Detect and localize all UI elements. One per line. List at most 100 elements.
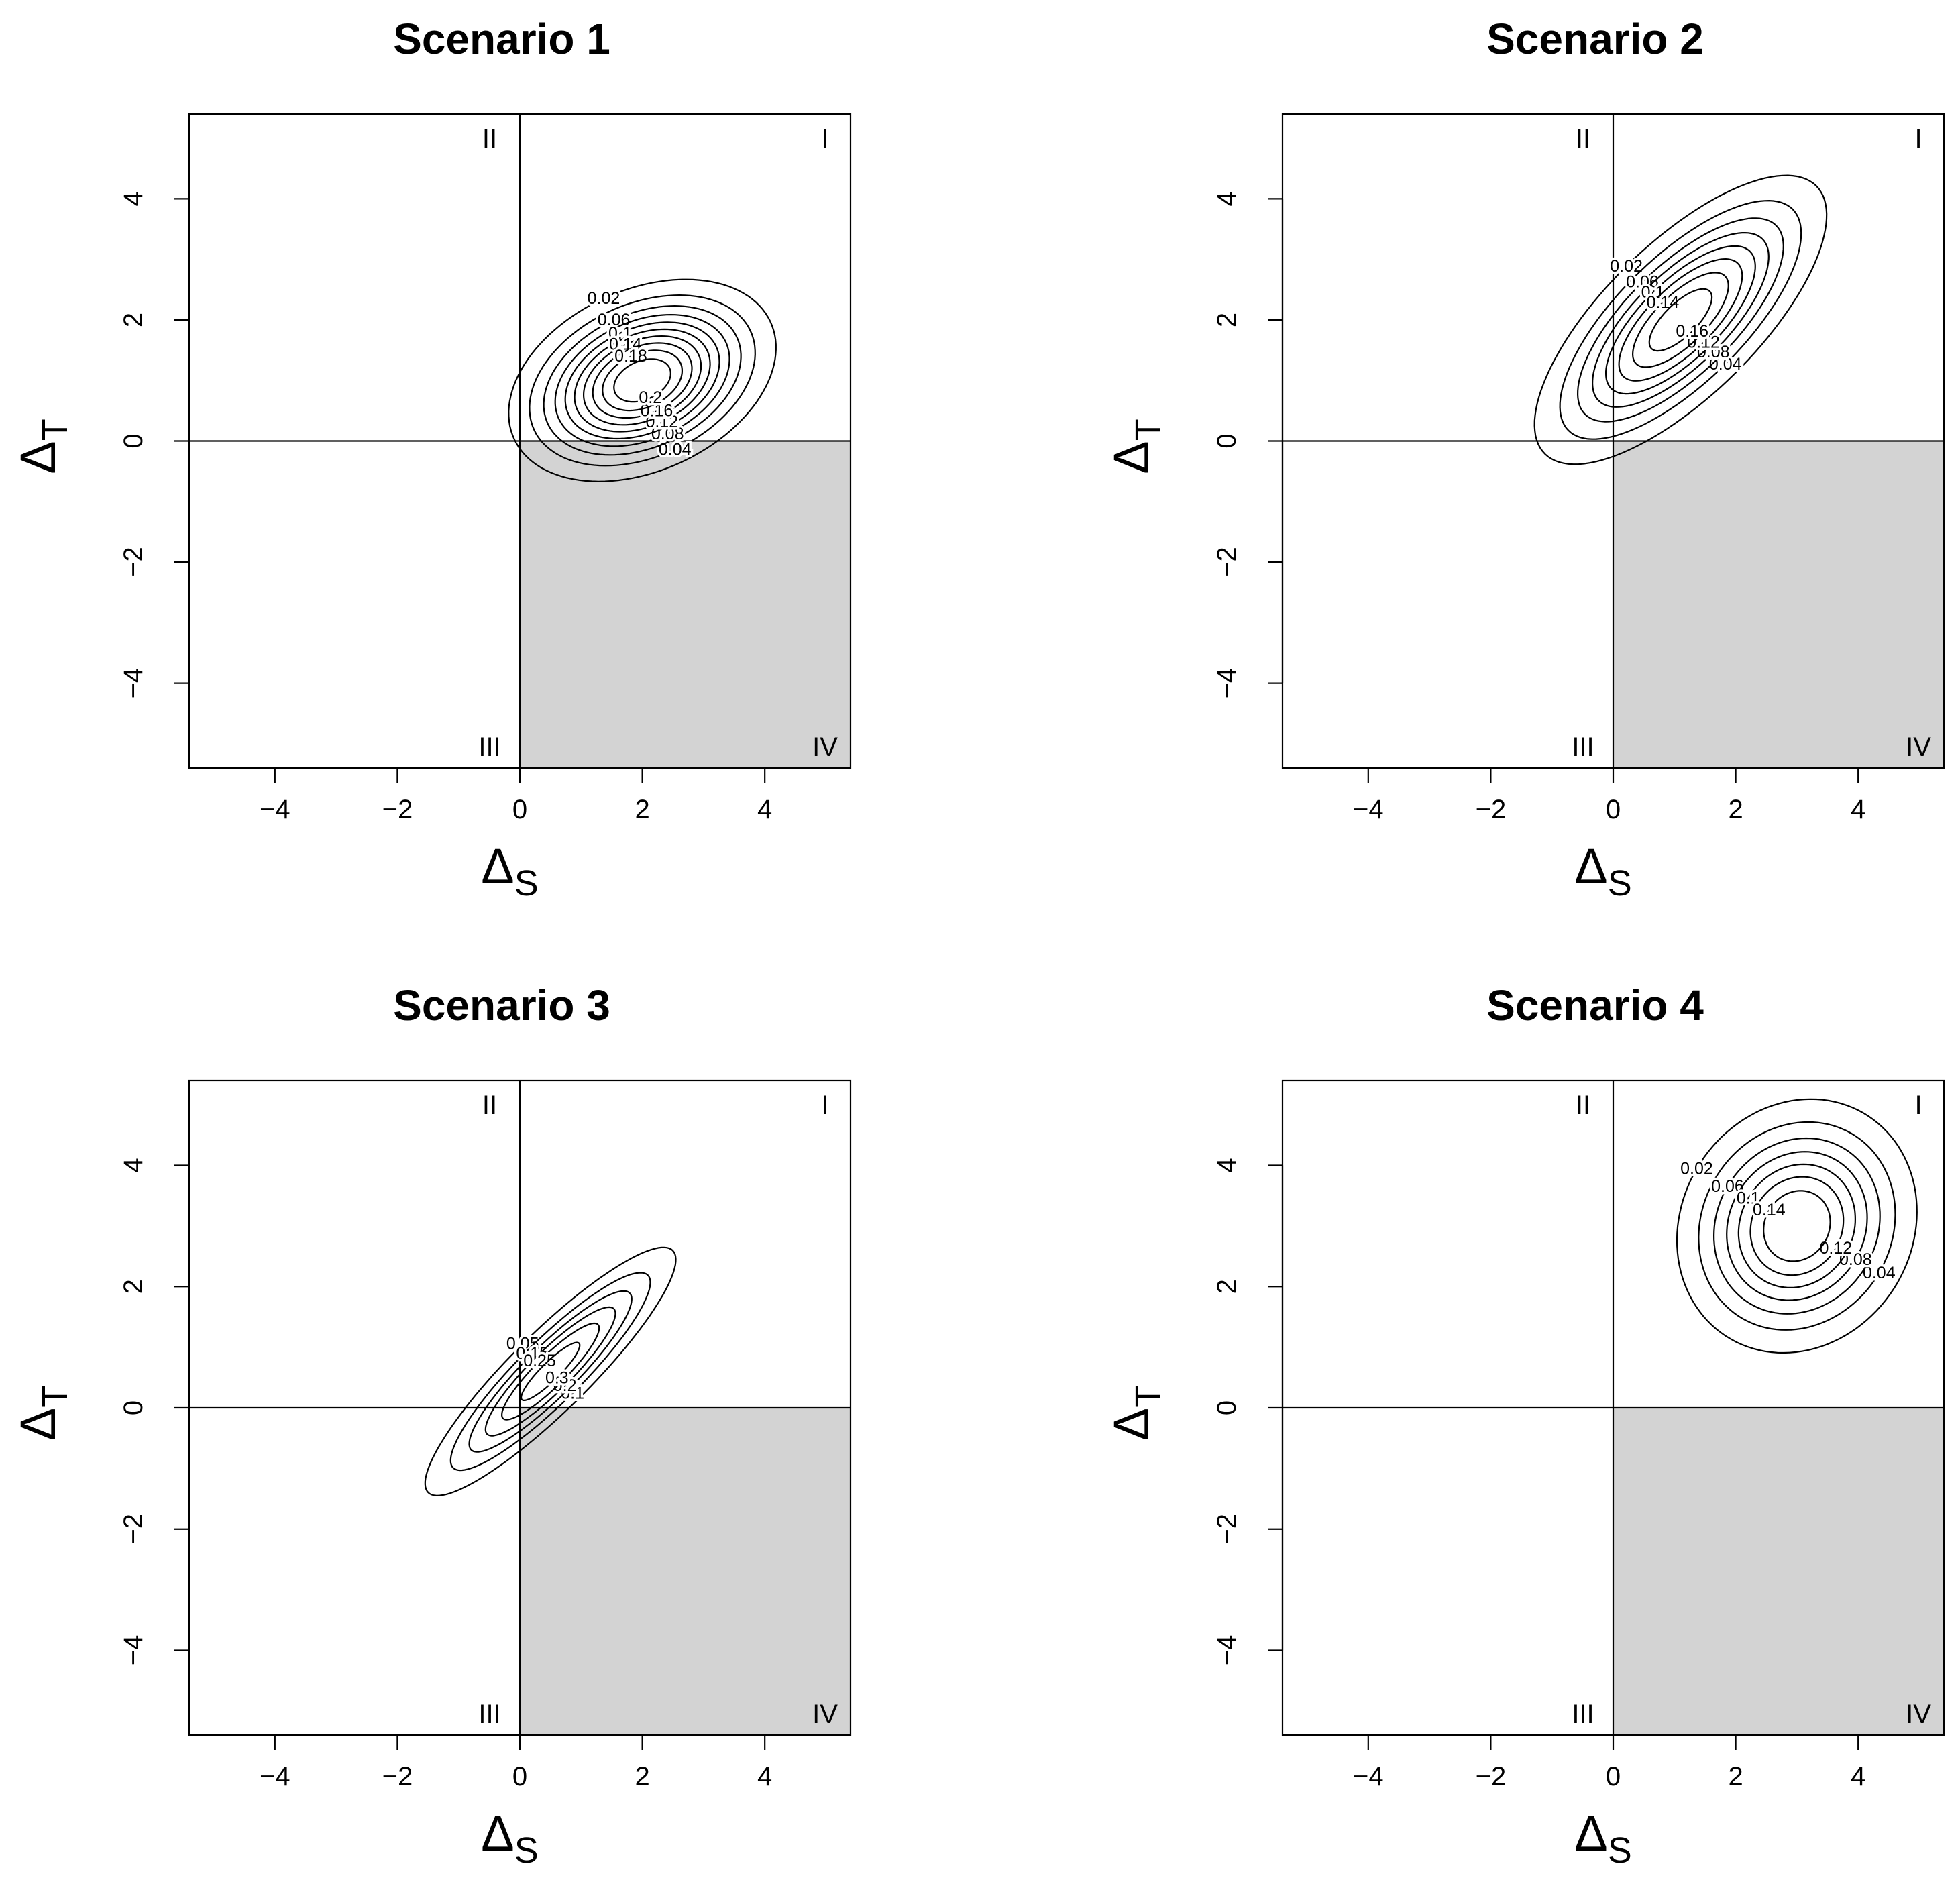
contour-line <box>468 1290 633 1453</box>
x-tick-label: −4 <box>260 795 290 824</box>
x-axis-label-main: Δ <box>1574 1806 1607 1861</box>
x-tick-label: 4 <box>1851 795 1865 824</box>
x-tick-label: 4 <box>757 795 772 824</box>
y-axis-label-subscript: T <box>35 1386 75 1408</box>
contour-line <box>1648 288 1713 352</box>
x-tick-label: −2 <box>1476 795 1507 824</box>
panel-scenario-1: 0.020.040.060.080.10.120.140.160.180.2Sc… <box>10 15 852 903</box>
contour-label: 0.15 <box>516 1344 549 1363</box>
quadrant-label-iv: IV <box>1906 732 1931 762</box>
contour-line <box>508 278 777 482</box>
contour-label: 0.06 <box>598 311 631 329</box>
x-tick-label: −4 <box>260 1762 290 1791</box>
x-tick-label: 0 <box>512 1762 527 1791</box>
contour-line <box>582 335 702 426</box>
quadrant-label-iv: IV <box>812 1700 838 1729</box>
contour-line <box>1712 1137 1881 1315</box>
y-axis-label: ΔT <box>10 1386 75 1441</box>
contour-line <box>592 342 693 419</box>
contour-label: 0.12 <box>1687 333 1720 352</box>
y-axis-label-main: Δ <box>10 1408 66 1441</box>
y-axis-label-subscript: T <box>1128 1386 1168 1408</box>
x-axis-label-main: Δ <box>1574 838 1607 894</box>
contour-line <box>424 1246 677 1496</box>
y-tick-label: −2 <box>119 1514 148 1545</box>
y-tick-label: 4 <box>119 191 148 206</box>
y-tick-label: −4 <box>1212 668 1242 699</box>
contour-lines: 0.020.040.060.080.10.120.140.16 <box>1533 174 1828 465</box>
contour-line <box>1618 258 1743 382</box>
y-axis-label: ΔT <box>10 419 75 474</box>
quadrant-iv-shading <box>1613 441 1944 768</box>
x-tick-label: −4 <box>1353 795 1384 824</box>
contour-line <box>1576 217 1784 423</box>
contour-line <box>1763 1190 1831 1262</box>
contour-line <box>1698 1121 1896 1331</box>
chart-title: Scenario 1 <box>393 15 610 63</box>
contour-line <box>574 328 711 433</box>
contour-line <box>1749 1176 1845 1276</box>
y-tick-label: −4 <box>119 668 148 699</box>
quadrant-label-i: I <box>1914 1091 1922 1120</box>
contour-line <box>554 313 730 447</box>
y-axis-label-main: Δ <box>1103 1408 1159 1441</box>
contour-label: 0.08 <box>1839 1250 1872 1269</box>
contour-label: 0.25 <box>523 1351 556 1370</box>
y-tick-label: −2 <box>1212 1514 1242 1545</box>
x-axis-label: ΔS <box>1574 838 1631 903</box>
y-tick-label: 2 <box>1212 1279 1242 1294</box>
contour-label: 0.1 <box>608 324 632 343</box>
contour-line <box>1737 1163 1857 1289</box>
x-tick-label: 2 <box>635 795 649 824</box>
y-axis-label-subscript: T <box>1128 419 1168 441</box>
contour-line <box>543 305 742 456</box>
quadrant-label-i: I <box>1914 124 1922 154</box>
chart-title: Scenario 2 <box>1486 15 1704 63</box>
y-tick-label: −2 <box>119 547 148 577</box>
x-tick-label: 2 <box>1728 795 1743 824</box>
x-tick-label: 0 <box>1606 1762 1621 1791</box>
x-tick-label: 0 <box>1606 795 1621 824</box>
chart-title: Scenario 4 <box>1486 981 1704 1030</box>
contour-label: 0.04 <box>1863 1264 1896 1282</box>
y-tick-label: 4 <box>1212 1158 1242 1172</box>
x-tick-label: 0 <box>512 795 527 824</box>
contour-label: 0.08 <box>651 425 684 443</box>
contour-line <box>484 1306 616 1437</box>
contour-lines: 0.020.040.060.080.10.120.14 <box>1676 1098 1918 1354</box>
x-axis-label: ΔS <box>1574 1806 1631 1871</box>
contour-label: 0.02 <box>588 289 620 308</box>
contour-lines: 0.020.040.060.080.10.120.140.160.180.2 <box>508 278 777 482</box>
contour-line <box>520 1341 581 1401</box>
contour-label: 0.04 <box>1709 355 1742 374</box>
quadrant-label-ii: II <box>482 1091 497 1120</box>
contour-line <box>602 349 684 412</box>
y-axis-label-subscript: T <box>35 419 75 441</box>
contour-label: 0.3 <box>545 1368 569 1387</box>
y-tick-label: −4 <box>119 1635 148 1666</box>
y-tick-label: 0 <box>119 433 148 448</box>
y-tick-label: 0 <box>1212 433 1242 448</box>
contour-line <box>613 358 671 403</box>
contour-label: 0.18 <box>614 347 647 366</box>
contour-label: 0.2 <box>639 388 662 407</box>
contour-label: 0.14 <box>1753 1201 1786 1219</box>
quadrant-label-i: I <box>821 124 828 154</box>
contour-label: 0.14 <box>1647 293 1680 312</box>
y-axis-label: ΔT <box>1103 1386 1168 1441</box>
quadrant-label-iii: III <box>478 1700 500 1729</box>
x-axis-label-main: Δ <box>481 1806 514 1861</box>
contour-line <box>529 294 756 467</box>
contour-label: 0.02 <box>1610 257 1643 276</box>
quadrant-label-ii: II <box>1576 1091 1590 1120</box>
x-axis-label: ΔS <box>481 838 538 903</box>
x-axis-label-main: Δ <box>481 838 514 894</box>
quadrant-label-ii: II <box>1576 124 1590 154</box>
x-axis-label-subscript: S <box>1608 863 1632 903</box>
quadrant-label-iii: III <box>1572 1700 1594 1729</box>
contour-label: 0.02 <box>1680 1160 1713 1178</box>
contour-line <box>500 1322 600 1421</box>
x-tick-label: −2 <box>382 795 413 824</box>
y-tick-label: 2 <box>119 1279 148 1294</box>
